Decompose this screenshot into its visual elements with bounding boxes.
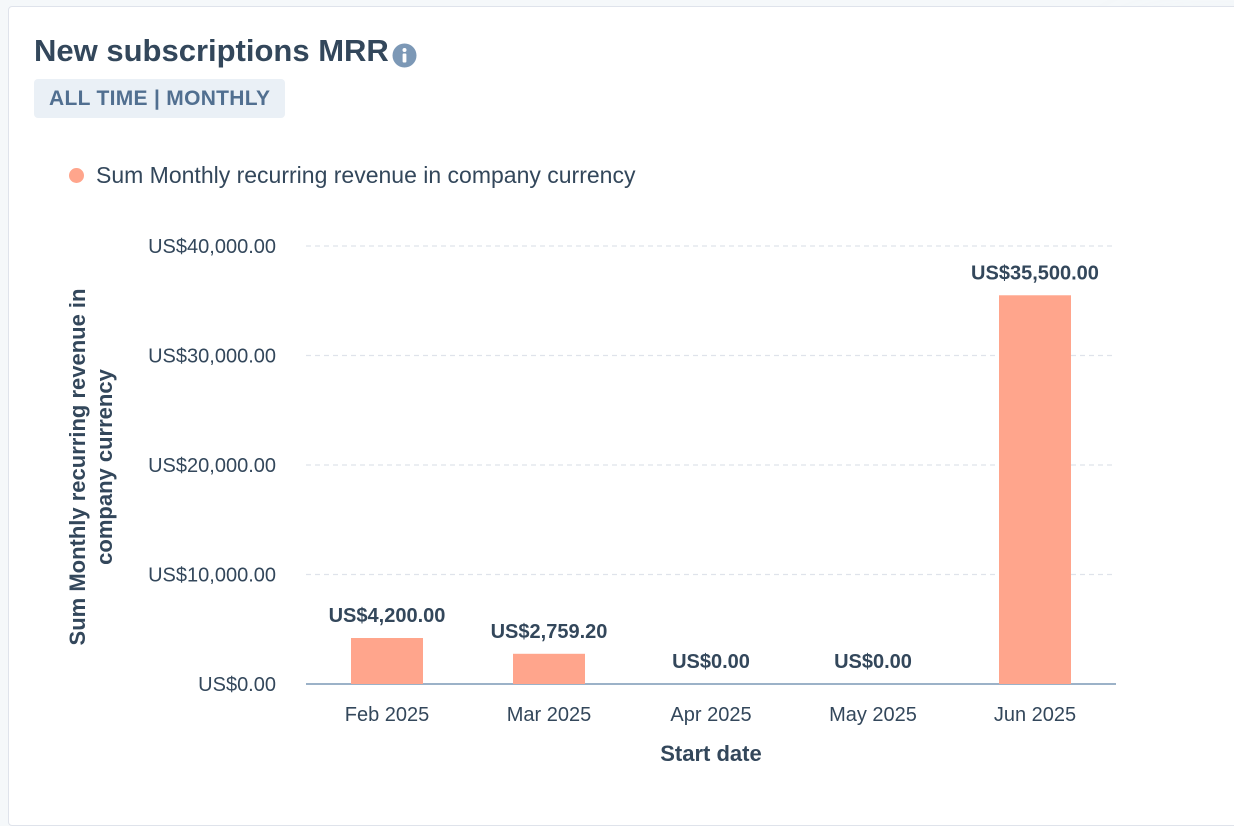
legend-swatch (69, 168, 84, 183)
data-label: US$2,759.20 (491, 621, 608, 643)
bar[interactable] (999, 295, 1071, 684)
y-axis-title-line: company currency (92, 368, 117, 564)
y-tick-label: US$40,000.00 (148, 236, 276, 258)
report-title: New subscriptions MRR (34, 33, 417, 69)
data-label: US$4,200.00 (329, 605, 446, 627)
data-label: US$0.00 (834, 651, 912, 673)
data-label: US$0.00 (672, 651, 750, 673)
y-axis-title-line: Sum Monthly recurring revenue in (65, 289, 90, 646)
bar-chart: US$0.00 US$10,000.00 US$20,000.00 US$30,000… (65, 236, 1116, 766)
report-card: New subscriptions MRR ALL TIME | MONTHLY… (8, 6, 1234, 826)
x-tick-label: Mar 2025 (507, 704, 592, 726)
x-axis-title: Start date (660, 741, 761, 766)
bar[interactable] (513, 653, 585, 684)
x-tick-label: Feb 2025 (345, 704, 430, 726)
x-tick-label: May 2025 (829, 704, 917, 726)
y-tick-label: US$0.00 (198, 674, 276, 696)
x-tick-label: Jun 2025 (994, 704, 1076, 726)
y-tick-label: US$10,000.00 (148, 565, 276, 587)
info-icon[interactable] (392, 40, 417, 67)
bar[interactable] (351, 638, 423, 684)
x-tick-label: Apr 2025 (670, 704, 751, 726)
date-range-filter-pill[interactable]: ALL TIME | MONTHLY (34, 79, 286, 118)
y-tick-label: US$20,000.00 (148, 455, 276, 477)
data-label: US$35,500.00 (971, 262, 1099, 284)
legend-label: Sum Monthly recurring revenue in company… (96, 162, 636, 188)
report-title-text: New subscriptions MRR (34, 33, 389, 68)
y-axis-title: Sum Monthly recurring revenue incompany … (65, 289, 117, 646)
chart-legend[interactable]: Sum Monthly recurring revenue in company… (69, 162, 635, 189)
y-tick-label: US$30,000.00 (148, 346, 276, 368)
